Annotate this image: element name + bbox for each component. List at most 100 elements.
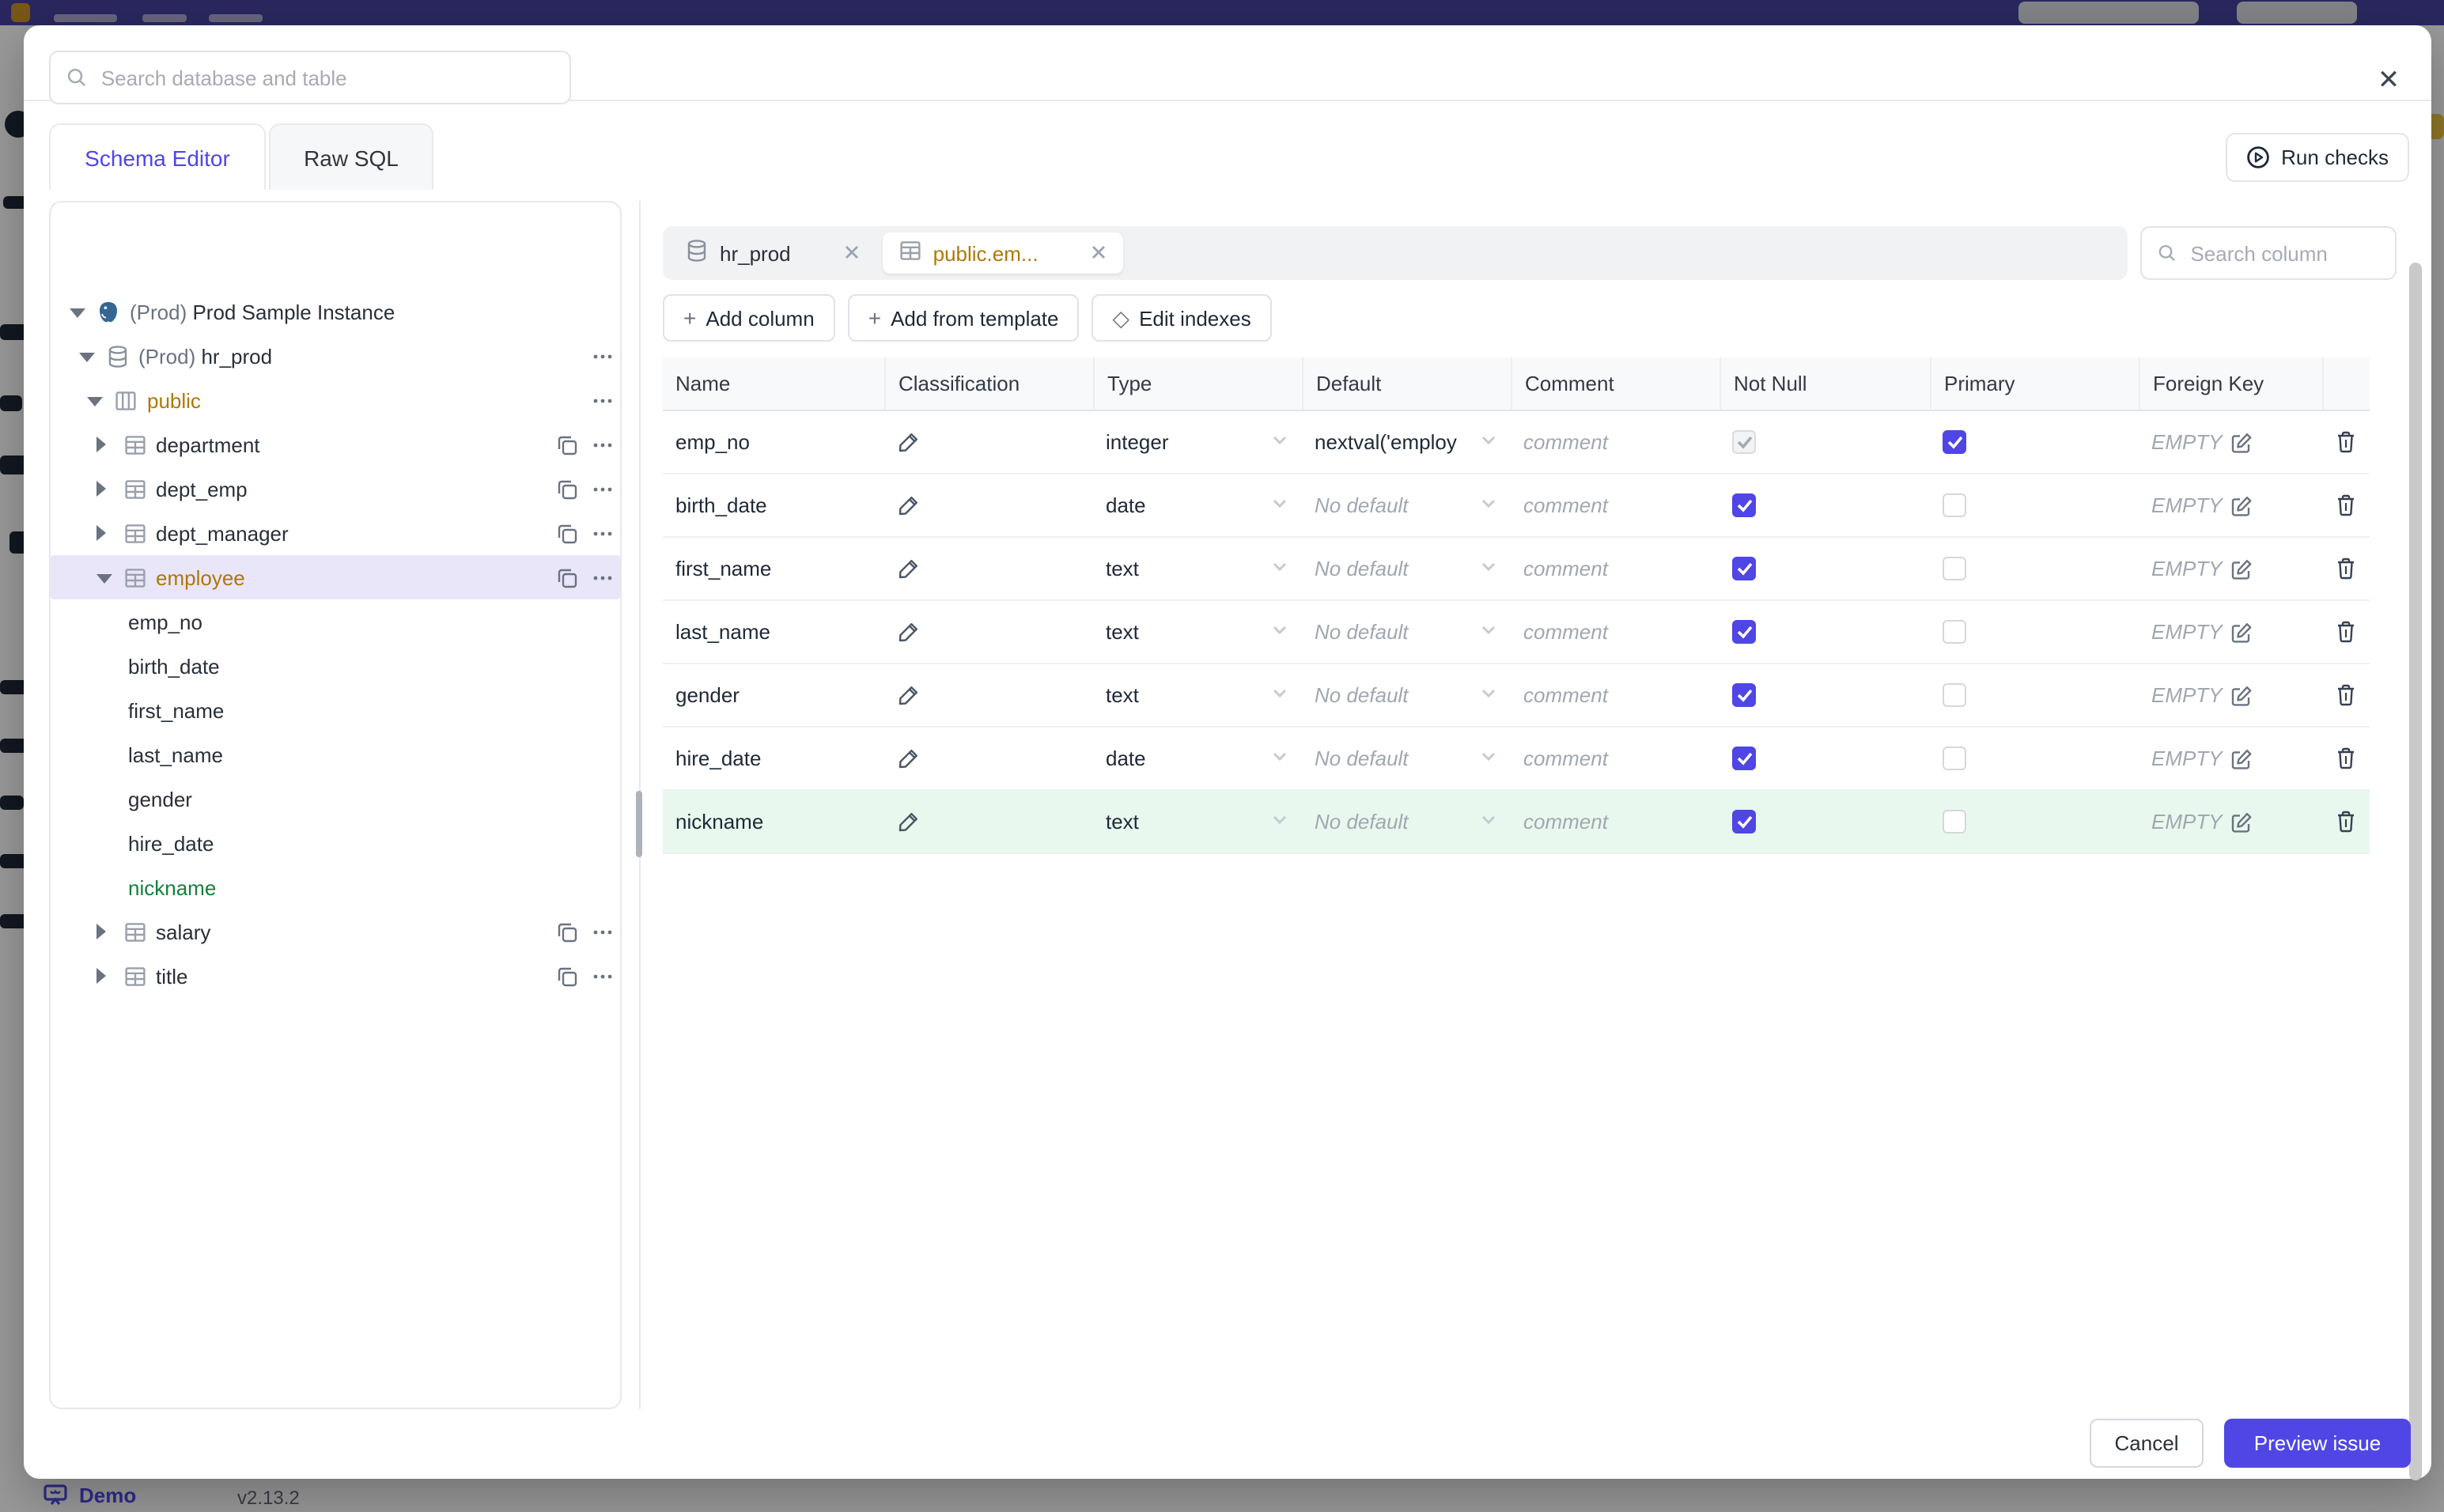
ellipsis-icon[interactable] — [592, 921, 614, 942]
delete-column-icon[interactable] — [2335, 620, 2357, 644]
cell-default-select[interactable]: No default — [1302, 728, 1511, 791]
edit-foreign-key-icon[interactable] — [2230, 747, 2253, 769]
caret-right-icon[interactable] — [96, 525, 105, 541]
not-null-checkbox-checked[interactable] — [1732, 810, 1756, 833]
cell-type-select[interactable]: integer — [1093, 411, 1302, 474]
primary-checkbox-unchecked[interactable] — [1943, 683, 1966, 707]
tree-column-nickname[interactable]: nickname — [51, 865, 620, 909]
cancel-button[interactable]: Cancel — [2090, 1419, 2204, 1468]
tree-search-input[interactable] — [97, 64, 554, 91]
primary-checkbox-unchecked[interactable] — [1943, 747, 1966, 770]
cell-comment[interactable]: comment — [1511, 791, 1720, 854]
caret-down-icon[interactable] — [96, 573, 112, 583]
delete-column-icon[interactable] — [2335, 683, 2357, 707]
ellipsis-icon[interactable] — [592, 567, 614, 588]
topbar-edit-schema-button[interactable] — [2018, 2, 2199, 24]
cell-classification[interactable] — [884, 664, 1093, 728]
pencil-icon[interactable] — [897, 430, 921, 454]
tree-column-emp_no[interactable]: emp_no — [51, 599, 620, 644]
not-null-checkbox-checked[interactable] — [1732, 683, 1756, 707]
delete-column-icon[interactable] — [2335, 810, 2357, 833]
cell-delete[interactable] — [2322, 601, 2370, 664]
close-icon[interactable]: ✕ — [2377, 65, 2400, 95]
pencil-icon[interactable] — [897, 683, 921, 707]
cell-default-select[interactable]: No default — [1302, 791, 1511, 854]
copy-icon[interactable] — [557, 966, 577, 986]
ellipsis-icon[interactable] — [592, 523, 614, 543]
modal-scrollbar[interactable] — [2409, 263, 2422, 1480]
primary-checkbox-unchecked[interactable] — [1943, 620, 1966, 644]
caret-right-icon[interactable] — [96, 481, 105, 497]
cell-type-select[interactable]: text — [1093, 664, 1302, 728]
panel-resize-handle[interactable] — [636, 791, 642, 857]
copy-icon[interactable] — [557, 478, 577, 499]
cell-name[interactable]: first_name — [663, 538, 884, 601]
cell-name[interactable]: birth_date — [663, 474, 884, 538]
cell-comment[interactable]: comment — [1511, 538, 1720, 601]
open-tab-publicem[interactable]: public.em... — [882, 232, 1124, 274]
not-null-checkbox-checked[interactable] — [1732, 493, 1756, 517]
close-tab-icon[interactable] — [1091, 243, 1108, 260]
ellipsis-icon[interactable] — [592, 966, 614, 986]
cell-name[interactable]: last_name — [663, 601, 884, 664]
not-null-checkbox-checked[interactable] — [1732, 620, 1756, 644]
edit-foreign-key-icon[interactable] — [2230, 621, 2253, 643]
tree-node-salary[interactable]: salary — [51, 909, 620, 954]
cell-default-select[interactable]: No default — [1302, 664, 1511, 728]
tree-node-employee[interactable]: employee — [51, 555, 620, 599]
caret-right-icon[interactable] — [96, 924, 105, 939]
not-null-checkbox-checked[interactable] — [1732, 747, 1756, 770]
cell-name[interactable]: gender — [663, 664, 884, 728]
delete-column-icon[interactable] — [2335, 430, 2357, 454]
copy-icon[interactable] — [557, 523, 577, 543]
caret-down-icon[interactable] — [78, 352, 94, 361]
caret-right-icon[interactable] — [96, 437, 105, 452]
edit-foreign-key-icon[interactable] — [2230, 558, 2253, 580]
cell-delete[interactable] — [2322, 664, 2370, 728]
cell-type-select[interactable]: text — [1093, 791, 1302, 854]
copy-icon[interactable] — [557, 921, 577, 942]
copy-icon[interactable] — [557, 434, 577, 455]
cell-classification[interactable] — [884, 474, 1093, 538]
cell-comment[interactable]: comment — [1511, 728, 1720, 791]
cell-type-select[interactable]: date — [1093, 728, 1302, 791]
cell-comment[interactable]: comment — [1511, 411, 1720, 474]
tree-node-dept_manager[interactable]: dept_manager — [51, 511, 620, 555]
cell-comment[interactable]: comment — [1511, 601, 1720, 664]
pencil-icon[interactable] — [897, 810, 921, 833]
ellipsis-icon[interactable] — [592, 434, 614, 455]
cell-type-select[interactable]: text — [1093, 601, 1302, 664]
pencil-icon[interactable] — [897, 557, 921, 580]
cell-comment[interactable]: comment — [1511, 664, 1720, 728]
not-null-checkbox-checked[interactable] — [1732, 557, 1756, 580]
tab-schema-editor[interactable]: Schema Editor — [49, 123, 266, 190]
run-checks-button[interactable]: Run checks — [2226, 133, 2409, 182]
preview-issue-button[interactable]: Preview issue — [2224, 1419, 2411, 1468]
caret-down-icon[interactable] — [87, 396, 103, 406]
cell-delete[interactable] — [2322, 538, 2370, 601]
cell-default-select[interactable]: No default — [1302, 538, 1511, 601]
tree-column-last_name[interactable]: last_name — [51, 732, 620, 777]
tree-node-department[interactable]: department — [51, 422, 620, 467]
column-search[interactable] — [2140, 226, 2397, 280]
edit-foreign-key-icon[interactable] — [2230, 494, 2253, 516]
cell-classification[interactable] — [884, 791, 1093, 854]
copy-icon[interactable] — [557, 567, 577, 588]
pencil-icon[interactable] — [897, 747, 921, 770]
cell-delete[interactable] — [2322, 791, 2370, 854]
cell-type-select[interactable]: date — [1093, 474, 1302, 538]
add-from-template-button[interactable]: + Add from template — [847, 294, 1080, 342]
cell-delete[interactable] — [2322, 728, 2370, 791]
tree-column-gender[interactable]: gender — [51, 777, 620, 821]
tree-node-hr_prod[interactable]: (Prod) hr_prod — [51, 334, 620, 378]
caret-right-icon[interactable] — [96, 968, 105, 984]
caret-down-icon[interactable] — [70, 308, 85, 317]
cell-default-select[interactable]: No default — [1302, 601, 1511, 664]
cell-classification[interactable] — [884, 728, 1093, 791]
pencil-icon[interactable] — [897, 493, 921, 517]
tree-column-first_name[interactable]: first_name — [51, 688, 620, 732]
cell-name[interactable]: hire_date — [663, 728, 884, 791]
cell-name[interactable]: emp_no — [663, 411, 884, 474]
ellipsis-icon[interactable] — [592, 390, 614, 410]
not-null-checkbox-checked-disabled[interactable] — [1732, 430, 1756, 454]
